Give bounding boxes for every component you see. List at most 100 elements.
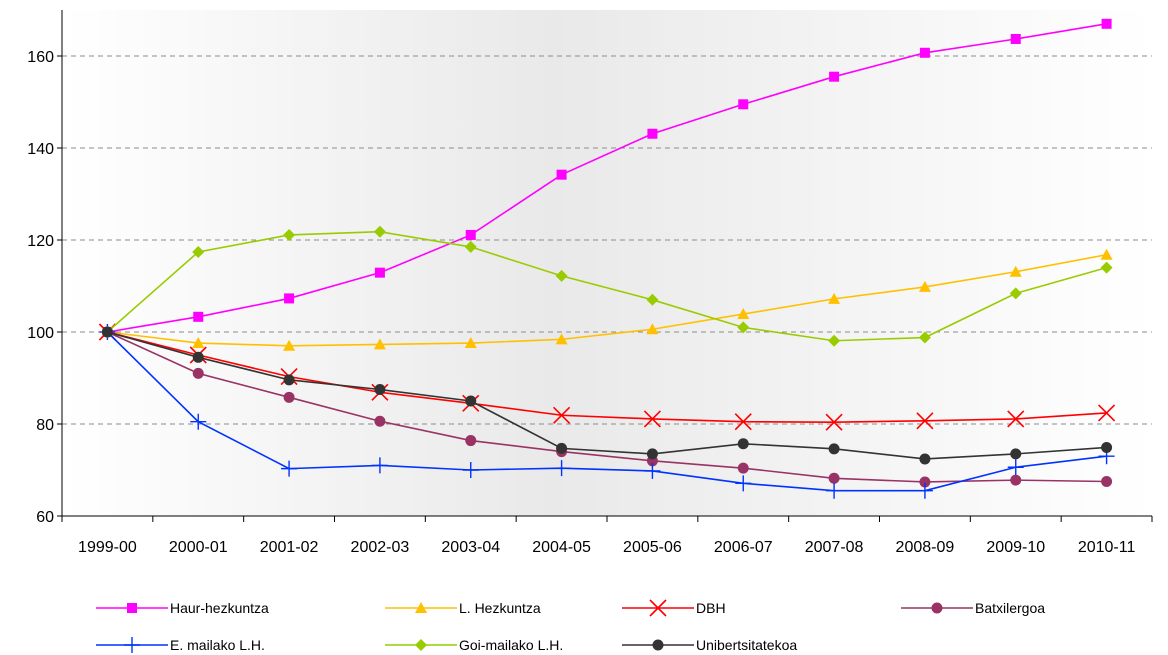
y-tick-label: 100 <box>27 325 54 342</box>
series-line-0 <box>107 23 1107 333</box>
series-line-3 <box>107 331 1107 483</box>
legend-label: Haur-hezkuntza <box>170 600 269 616</box>
x-tick-label: 2006-07 <box>714 539 773 556</box>
data-point <box>828 472 840 484</box>
data-point <box>462 462 479 478</box>
data-point <box>193 311 204 322</box>
data-point <box>828 292 841 304</box>
x-tick-label: 2005-06 <box>623 539 682 556</box>
data-point <box>1010 448 1022 460</box>
legend-marker <box>415 602 427 613</box>
legend-marker <box>124 637 140 653</box>
data-point <box>465 435 477 447</box>
data-point <box>555 333 568 345</box>
plot-area <box>62 10 1152 516</box>
series-4 <box>99 324 1115 499</box>
gridlines <box>62 55 1152 425</box>
data-point <box>825 413 843 431</box>
series-group <box>98 18 1116 499</box>
data-point <box>1009 287 1022 300</box>
data-point <box>465 229 476 240</box>
data-point <box>1100 261 1113 274</box>
data-point <box>371 457 388 474</box>
x-tick-label: 2001-02 <box>260 539 319 556</box>
data-point <box>1007 459 1024 476</box>
data-point <box>555 269 568 282</box>
legend-label: E. mailako L.H. <box>170 637 265 653</box>
x-tick-label: 2002-03 <box>351 539 410 556</box>
legend-item: Goi-mailako L.H. <box>385 637 563 653</box>
data-point <box>737 308 750 320</box>
data-point <box>374 267 385 278</box>
data-point <box>464 337 477 349</box>
data-point <box>192 367 204 379</box>
data-point <box>916 482 933 499</box>
legend: Haur-hezkuntza L. Hezkuntza DBH Batxilergoa… <box>96 599 1045 653</box>
data-point <box>829 71 840 82</box>
data-point <box>553 460 570 477</box>
data-point <box>737 438 749 450</box>
x-tick-label: 2004-05 <box>532 539 591 556</box>
data-point <box>281 460 298 477</box>
data-point <box>826 482 843 499</box>
legend-marker <box>652 639 664 651</box>
legend-item: L. Hezkuntza <box>385 600 541 616</box>
data-point <box>374 415 386 427</box>
series-line-5 <box>106 230 1107 342</box>
x-tick-label: 2008-09 <box>896 539 955 556</box>
data-point <box>373 225 386 238</box>
data-point <box>643 410 661 428</box>
y-tick-label: 160 <box>27 49 54 66</box>
y-tick-label: 80 <box>36 417 54 434</box>
legend-item: E. mailako L.H. <box>96 637 265 653</box>
series-line-2 <box>107 331 1107 423</box>
data-point <box>1100 248 1113 260</box>
data-point <box>644 462 661 479</box>
legend-label: DBH <box>696 600 726 616</box>
y-tick-label: 60 <box>36 509 54 526</box>
data-point <box>1101 18 1112 29</box>
data-point <box>465 395 477 407</box>
data-point <box>646 323 659 335</box>
legend-item: Unibertsitatekoa <box>622 637 797 653</box>
data-point <box>1007 410 1025 428</box>
data-point <box>734 413 752 431</box>
legend-marker <box>415 639 427 651</box>
data-point <box>283 228 296 241</box>
legend-item: DBH <box>622 599 726 617</box>
data-point <box>374 384 386 395</box>
data-point <box>553 406 571 424</box>
data-point <box>283 374 295 386</box>
series-6 <box>101 326 1113 465</box>
series-line-1 <box>107 253 1107 347</box>
x-axis-ticks: 1999-00 2000-01 2001-02 2002-03 2003-04 2004-… <box>61 516 1153 556</box>
data-point <box>284 293 295 304</box>
data-point <box>918 331 931 344</box>
data-point <box>916 412 934 430</box>
data-point <box>192 245 205 258</box>
x-tick-label: 2003-04 <box>441 539 500 556</box>
data-point <box>828 443 840 455</box>
series-0 <box>102 18 1112 337</box>
data-point <box>918 280 931 292</box>
data-point <box>373 338 386 350</box>
data-point <box>737 321 750 334</box>
data-point <box>919 476 931 488</box>
legend-marker <box>649 599 667 617</box>
data-point <box>1010 474 1022 486</box>
data-point <box>192 337 205 349</box>
data-point <box>1101 476 1113 487</box>
x-tick-label: 2000-01 <box>169 539 228 556</box>
legend-item: Batxilergoa <box>901 600 1045 616</box>
y-tick-label: 120 <box>27 233 54 250</box>
data-point <box>1101 441 1113 453</box>
data-point <box>101 326 113 338</box>
data-point <box>556 442 568 454</box>
series-5 <box>101 225 1113 347</box>
data-point <box>283 339 296 351</box>
x-tick-label: 2007-08 <box>805 539 864 556</box>
data-point <box>919 453 931 465</box>
data-point <box>647 128 658 139</box>
data-point <box>646 448 658 460</box>
